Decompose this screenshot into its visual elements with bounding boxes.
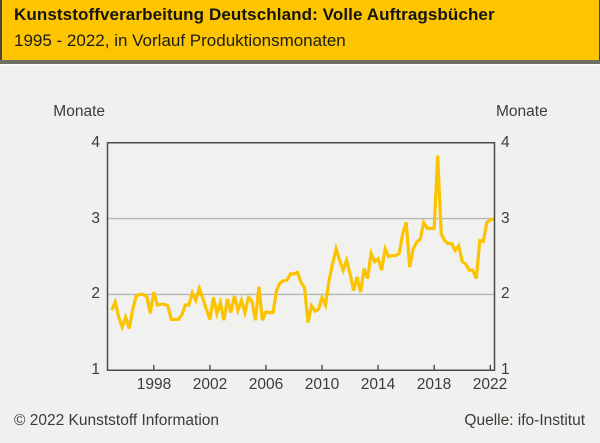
y-axis-label-right: 1 — [501, 361, 510, 378]
header-banner: Kunststoffverarbeitung Deutschland: Voll… — [0, 0, 600, 60]
plot-border — [106, 142, 496, 371]
y-axis-label-left: 2 — [91, 285, 100, 302]
y-axis-unit-left: Monate — [53, 103, 105, 120]
header-divider — [0, 60, 600, 66]
chart-subtitle: 1995 - 2022, in Vorlauf Produktionsmonat… — [14, 31, 346, 50]
plot-background — [107, 142, 495, 371]
x-axis-label: 2022 — [472, 376, 508, 393]
x-axis-label: 2002 — [192, 376, 228, 393]
x-axis-label: 2014 — [360, 376, 396, 393]
chart-title: Kunststoffverarbeitung Deutschland: Voll… — [14, 5, 495, 24]
source-text: Quelle: ifo-Institut — [464, 412, 585, 429]
x-axis-label: 2018 — [416, 376, 452, 393]
x-axis-label: 2006 — [248, 376, 284, 393]
y-axis-label-right: 2 — [501, 285, 510, 302]
line-chart-plot — [106, 142, 496, 371]
y-axis-unit-right: Monate — [496, 103, 548, 120]
copyright-text: © 2022 Kunststoff Information — [14, 412, 220, 429]
y-axis-label-left: 3 — [91, 210, 100, 227]
x-axis-label: 2010 — [304, 376, 340, 393]
y-axis-label-left: 1 — [91, 361, 100, 378]
y-axis-label-right: 4 — [501, 134, 510, 151]
data-line — [110, 155, 495, 332]
y-axis-label-left: 4 — [91, 134, 100, 151]
y-axis-label-right: 3 — [501, 210, 510, 227]
x-axis-label: 1998 — [136, 376, 172, 393]
